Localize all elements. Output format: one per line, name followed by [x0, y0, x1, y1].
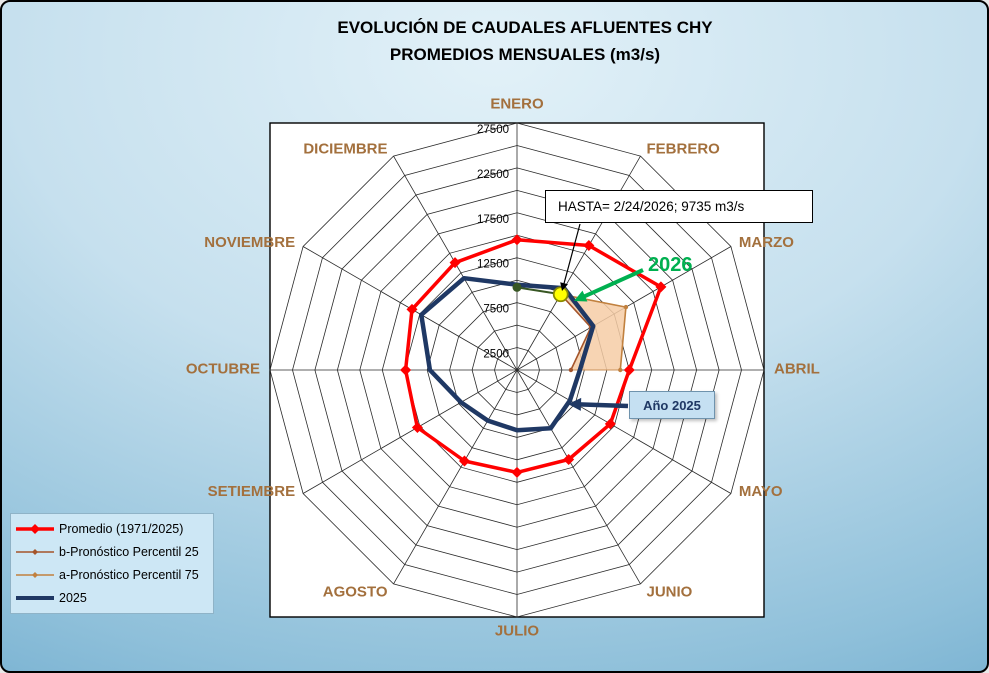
series-marker	[511, 234, 523, 246]
legend-label: 2025	[59, 591, 87, 606]
series-marker	[623, 364, 635, 376]
grid-spoke	[516, 369, 732, 494]
series-2026-start-marker	[512, 282, 522, 292]
series-marker	[511, 466, 523, 478]
series-marker	[583, 240, 595, 252]
chart-title-line1: EVOLUCIÓN DE CAUDALES AFLUENTES CHY	[337, 18, 713, 37]
grid-spoke	[393, 369, 518, 585]
axis-tick-label: 22500	[477, 169, 509, 181]
legend-swatch	[16, 548, 54, 555]
hasta-leader-arrow-line	[562, 223, 581, 286]
month-label: OCTUBRE	[186, 361, 260, 378]
month-label: MAYO	[739, 483, 783, 500]
month-label: ABRIL	[774, 361, 820, 378]
series-marker	[449, 257, 461, 269]
series-line-2025	[419, 275, 596, 433]
month-label: JUNIO	[647, 583, 693, 600]
legend-label: Promedio (1971/2025)	[59, 521, 184, 536]
legend-swatch-marker	[32, 548, 38, 555]
legend-item: b-Pronóstico Percentil 25	[15, 540, 209, 563]
navy-2025-arrow-line	[578, 402, 629, 409]
legend-label: a-Pronóstico Percentil 75	[59, 568, 199, 583]
chart-title: EVOLUCIÓN DE CAUDALES AFLUENTES CHY PROM…	[337, 14, 712, 68]
legend-item: Promedio (1971/2025)	[15, 517, 209, 540]
hasta-annotation-box: HASTA= 2/24/2026; 9735 m3/s	[545, 190, 813, 223]
chart-title-line2: PROMEDIOS MENSUALES (m3/s)	[389, 45, 661, 64]
year-2026-label: 2026	[648, 254, 693, 276]
month-label: JULIO	[495, 623, 540, 640]
green-2026-arrow-head	[574, 290, 588, 302]
month-label: SETIEMBRE	[208, 483, 296, 500]
legend-item: a-Pronóstico Percentil 75	[15, 564, 209, 587]
axis-tick-label: 2500	[483, 349, 509, 361]
axis-tick-label: 12500	[477, 259, 509, 271]
series-marker	[458, 455, 470, 467]
series-marker	[618, 367, 623, 373]
month-label: MARZO	[739, 234, 794, 251]
ano-2025-text: Año 2025	[643, 397, 701, 413]
hasta-leader-arrow-head	[560, 282, 568, 291]
month-label: NOVIEMBRE	[204, 234, 295, 251]
series-marker	[400, 364, 412, 376]
legend-swatch	[16, 596, 54, 601]
month-label: FEBRERO	[647, 141, 721, 158]
series-marker	[411, 421, 423, 433]
legend-item: 2025	[15, 587, 209, 610]
last-point-marker	[552, 286, 569, 303]
series-marker	[563, 453, 575, 465]
legend-swatch-marker	[30, 523, 40, 534]
series-marker	[604, 418, 616, 430]
legend-swatch	[16, 572, 54, 579]
hasta-annotation-text: HASTA= 2/24/2026; 9735 m3/s	[558, 199, 745, 214]
axis-tick-label: 7500	[483, 304, 509, 316]
legend-swatch	[16, 523, 54, 534]
axis-tick-label: 27500	[477, 124, 509, 136]
green-2026-arrow-line	[582, 268, 644, 299]
month-label: AGOSTO	[323, 583, 388, 600]
legend-label: b-Pronóstico Percentil 25	[59, 544, 199, 559]
month-label: DICIEMBRE	[303, 141, 387, 158]
month-label: ENERO	[490, 96, 544, 113]
series-marker	[623, 304, 629, 310]
navy-2025-arrow-head	[568, 397, 582, 411]
grid-spoke	[302, 369, 518, 494]
series-marker	[655, 281, 667, 293]
series-marker	[568, 367, 574, 373]
legend-swatch-marker	[32, 572, 38, 579]
grid-spoke	[516, 369, 641, 585]
axis-tick-label: 17500	[477, 214, 509, 226]
legend: Promedio (1971/2025) b-Pronóstico Percent…	[10, 513, 214, 614]
ano-2025-callout: Año 2025	[629, 391, 715, 419]
series-marker	[406, 303, 418, 315]
